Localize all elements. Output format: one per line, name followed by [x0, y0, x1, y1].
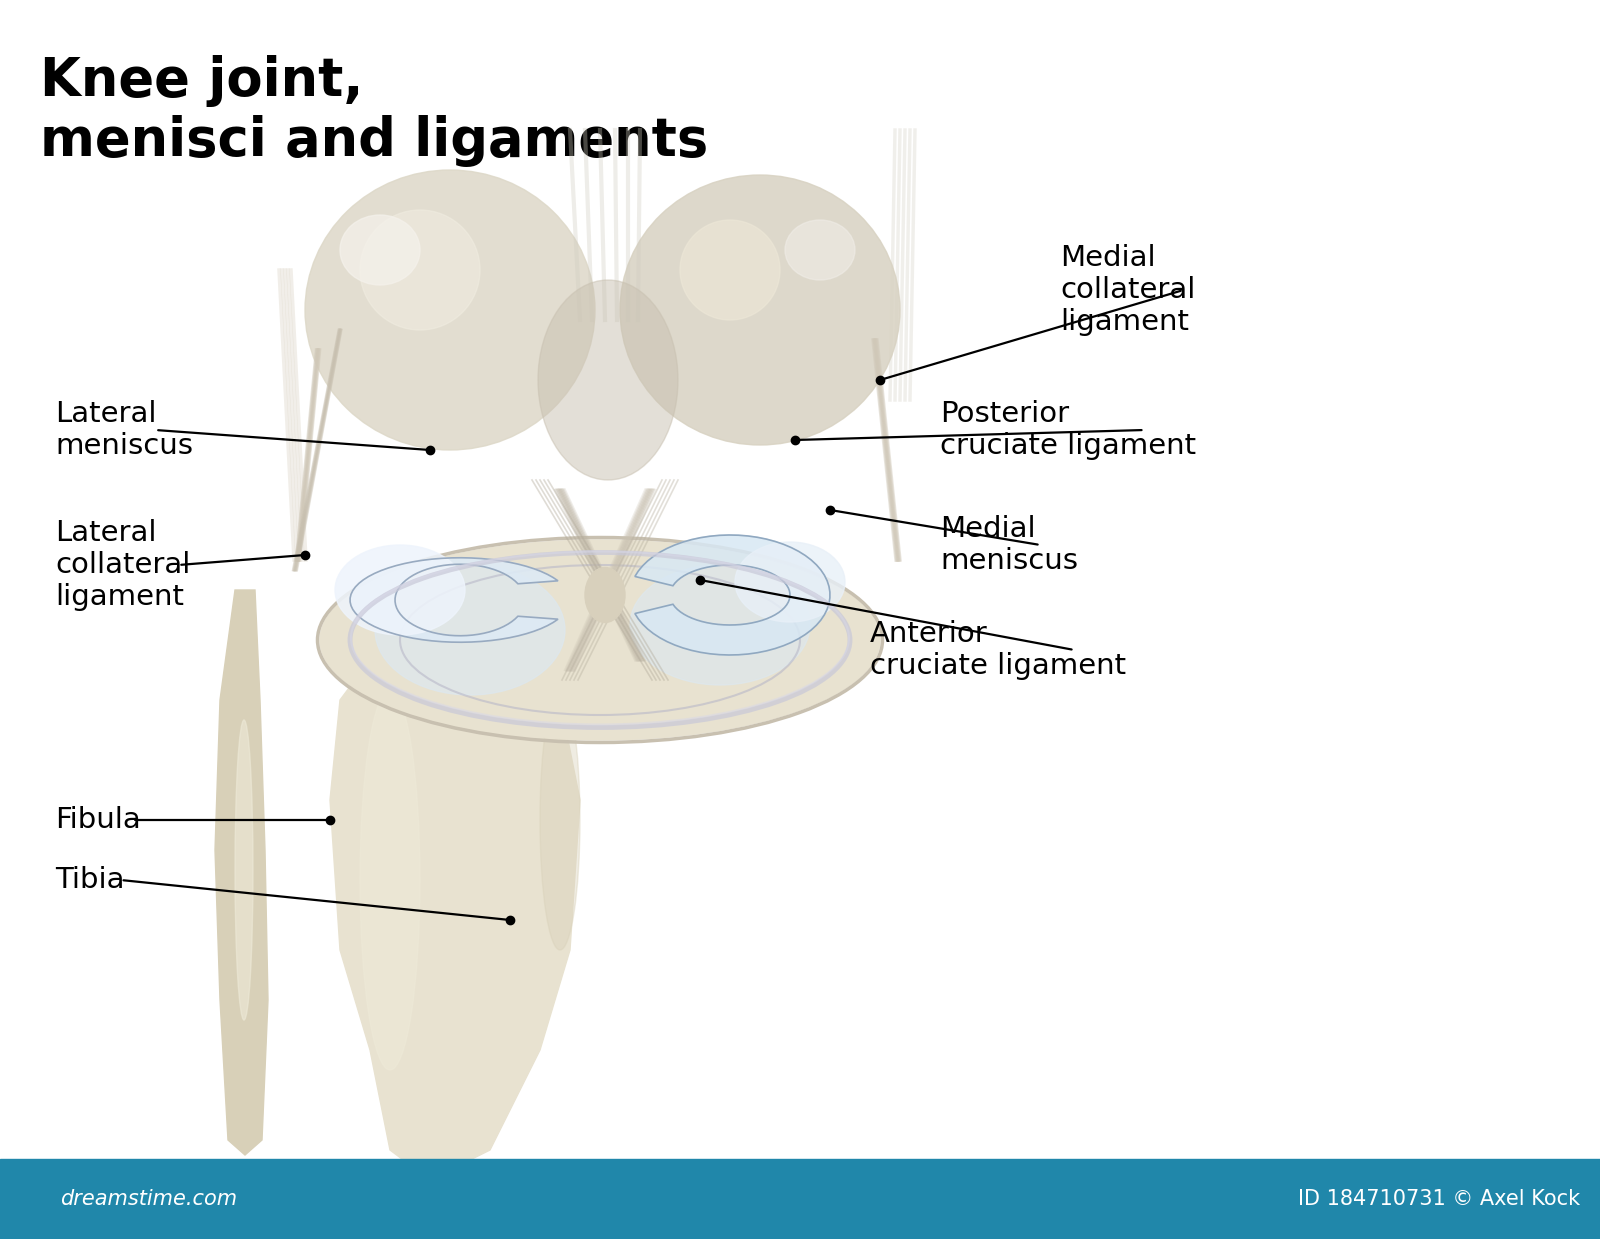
- Ellipse shape: [538, 280, 678, 479]
- Text: ID 184710731 © Axel Kock: ID 184710731 © Axel Kock: [1298, 1189, 1581, 1209]
- Polygon shape: [214, 590, 269, 1155]
- Ellipse shape: [306, 170, 595, 450]
- Text: Tibia: Tibia: [54, 866, 125, 895]
- Ellipse shape: [680, 221, 781, 320]
- Ellipse shape: [360, 209, 480, 330]
- Text: Lateral
collateral
ligament: Lateral collateral ligament: [54, 519, 190, 611]
- Ellipse shape: [320, 540, 880, 740]
- Text: menisci and ligaments: menisci and ligaments: [40, 115, 709, 167]
- Text: Medial
meniscus: Medial meniscus: [941, 514, 1078, 575]
- Text: dreamstime.com: dreamstime.com: [61, 1189, 237, 1209]
- Polygon shape: [330, 646, 579, 1165]
- Text: Anterior
cruciate ligament: Anterior cruciate ligament: [870, 620, 1126, 680]
- Ellipse shape: [586, 567, 626, 622]
- Text: Posterior
cruciate ligament: Posterior cruciate ligament: [941, 400, 1197, 460]
- Text: Knee joint,: Knee joint,: [40, 55, 363, 107]
- Polygon shape: [350, 558, 558, 642]
- Ellipse shape: [734, 541, 845, 622]
- Text: Lateral
meniscus: Lateral meniscus: [54, 400, 194, 460]
- Ellipse shape: [374, 565, 565, 695]
- Polygon shape: [635, 535, 830, 655]
- Ellipse shape: [235, 720, 253, 1020]
- Ellipse shape: [786, 221, 854, 280]
- Ellipse shape: [621, 175, 899, 445]
- Ellipse shape: [541, 690, 579, 950]
- Text: Medial
collateral
ligament: Medial collateral ligament: [1059, 244, 1195, 337]
- Ellipse shape: [339, 216, 419, 285]
- Ellipse shape: [630, 565, 810, 685]
- Ellipse shape: [360, 690, 419, 1070]
- Ellipse shape: [334, 545, 466, 636]
- Bar: [0, 1158, 1600, 1239]
- Text: Fibula: Fibula: [54, 807, 141, 834]
